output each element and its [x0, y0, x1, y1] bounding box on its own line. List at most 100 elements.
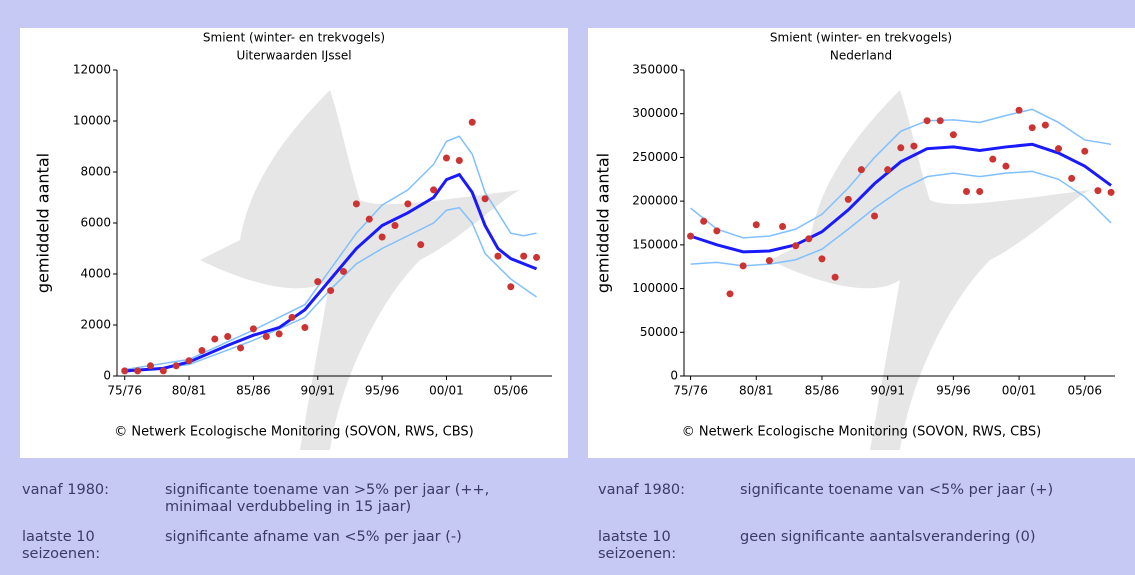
trend-text: significante toename van >5% per jaar (+…: [165, 482, 490, 515]
data-point: [752, 221, 760, 229]
data-point: [417, 241, 425, 249]
data-point: [327, 287, 335, 295]
data-point: [159, 367, 167, 375]
copyright: © Netwerk Ecologische Monitoring (SOVON,…: [114, 425, 473, 440]
data-point: [455, 157, 463, 165]
data-point: [963, 188, 971, 196]
data-point: [237, 344, 245, 352]
bird-silhouette: [770, 90, 1090, 450]
trend-label: laatste 10 seizoenen:: [22, 529, 101, 562]
y-tick-label: 0: [670, 369, 678, 383]
data-point: [976, 188, 984, 196]
y-tick-label: 0: [103, 369, 111, 383]
data-point: [172, 362, 180, 370]
data-point: [121, 367, 129, 375]
data-point: [818, 255, 826, 263]
trend-line: [690, 170, 1112, 267]
y-tick-label: 200000: [632, 194, 678, 208]
data-point: [340, 267, 348, 275]
data-point: [494, 252, 502, 260]
trend-line: [124, 135, 537, 371]
data-point: [442, 154, 450, 162]
x-tick-label: 85/86: [805, 384, 840, 398]
data-point: [779, 222, 787, 230]
data-point: [857, 166, 865, 174]
data-point: [262, 332, 270, 340]
data-point: [314, 278, 322, 286]
data-point: [365, 215, 373, 223]
x-tick-label: 00/01: [1002, 384, 1037, 398]
data-point: [1094, 187, 1102, 195]
trend-line: [690, 108, 1112, 239]
data-point: [765, 257, 773, 265]
y-axis-label: gemiddeld aantal: [34, 153, 53, 293]
data-point: [687, 232, 695, 240]
trend-label: laatste 10 seizoenen:: [598, 529, 677, 562]
data-point: [1002, 162, 1010, 170]
x-tick-label: 95/96: [936, 384, 971, 398]
data-point: [378, 233, 386, 241]
data-point: [520, 252, 528, 260]
data-point: [134, 367, 142, 375]
x-tick-label: 95/96: [365, 384, 400, 398]
x-tick-label: 75/76: [673, 384, 708, 398]
data-point: [1015, 106, 1023, 114]
x-tick-label: 05/06: [494, 384, 529, 398]
copyright: © Netwerk Ecologische Monitoring (SOVON,…: [682, 425, 1041, 440]
y-tick-label: 250000: [632, 150, 678, 164]
data-point: [739, 262, 747, 270]
y-axis-label: gemiddeld aantal: [594, 153, 613, 293]
data-point: [1041, 121, 1049, 129]
data-point: [198, 347, 206, 354]
y-tick-label: 6000: [80, 216, 111, 230]
trend-text: geen significante aantalsverandering (0): [740, 529, 1036, 545]
data-point: [805, 235, 813, 243]
data-point: [391, 222, 399, 230]
data-point: [1028, 124, 1036, 132]
trend-text: significante afname van <5% per jaar (-): [165, 529, 462, 545]
trend-label: vanaf 1980:: [598, 482, 686, 498]
y-tick-label: 300000: [632, 106, 678, 120]
data-point: [844, 195, 852, 203]
trend-label: vanaf 1980:: [22, 482, 110, 498]
y-tick-label: 8000: [80, 165, 111, 179]
data-point: [352, 200, 360, 208]
y-tick-label: 12000: [73, 63, 111, 77]
x-tick-label: 80/81: [739, 384, 774, 398]
data-point: [910, 142, 918, 150]
data-point: [989, 155, 997, 163]
data-point: [1054, 145, 1062, 153]
data-point: [404, 200, 412, 208]
y-tick-label: 10000: [73, 114, 111, 128]
data-point: [871, 212, 879, 220]
y-tick-label: 350000: [632, 63, 678, 77]
data-point: [146, 362, 154, 370]
data-point: [224, 332, 232, 340]
data-point: [713, 227, 721, 235]
data-point: [430, 186, 438, 194]
data-point: [507, 283, 515, 291]
chart-subtitle: Uiterwaarden IJssel: [236, 49, 351, 63]
data-point: [726, 290, 734, 298]
y-tick-label: 150000: [632, 237, 678, 251]
data-point: [185, 357, 193, 365]
x-tick-label: 85/86: [236, 384, 271, 398]
data-point: [1107, 188, 1115, 196]
bird-silhouette: [200, 90, 520, 450]
data-point: [275, 330, 283, 338]
y-tick-label: 50000: [640, 325, 678, 339]
y-tick-label: 4000: [80, 267, 111, 281]
data-point: [1081, 147, 1089, 155]
trend-line: [124, 206, 537, 373]
data-point: [831, 273, 839, 281]
data-point: [301, 324, 309, 332]
trend-text: significante toename van <5% per jaar (+…: [740, 482, 1054, 498]
chart-title: Smient (winter- en trekvogels): [770, 31, 952, 45]
data-point: [884, 166, 892, 174]
data-point: [1068, 174, 1076, 182]
x-tick-label: 90/91: [300, 384, 335, 398]
y-tick-label: 100000: [632, 281, 678, 295]
data-point: [211, 335, 219, 343]
